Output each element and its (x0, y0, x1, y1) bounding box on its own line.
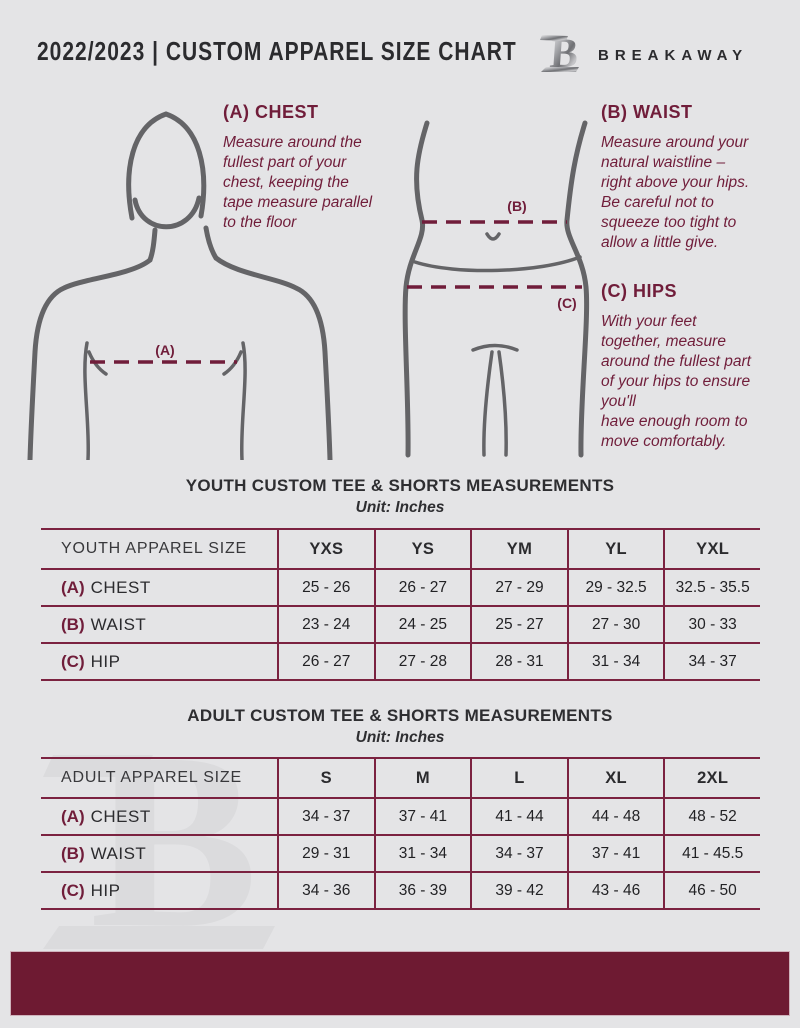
youth-waist-yl: 27 - 30 (566, 607, 664, 642)
adult-unit-label: Unit: Inches (355, 729, 445, 746)
adult-waist-xl: 37 - 41 (566, 836, 664, 871)
row-label-prefix: (B) (61, 614, 85, 634)
row-label: CHEST (90, 577, 151, 597)
adult-hip-2xl: 46 - 50 (663, 873, 760, 908)
chest-diagram (27, 111, 333, 460)
hips-marker-label: (C) (557, 295, 577, 311)
youth-waist-yxs: 23 - 24 (277, 607, 374, 642)
row-label: CHEST (90, 806, 151, 826)
youth-chest-yxl: 32.5 - 35.5 (663, 570, 760, 605)
adult-chest-s: 34 - 37 (277, 799, 374, 834)
youth-hip-yl: 31 - 34 (566, 644, 664, 679)
row-label: HIP (90, 880, 121, 900)
adult-chest-l: 41 - 44 (470, 799, 567, 834)
adult-size-header-xl: XL (566, 759, 664, 797)
adult-hip-m: 36 - 39 (373, 873, 471, 908)
row-label-prefix: (A) (61, 806, 85, 826)
adult-header-row: ADULT APPAREL SIZE S M L XL 2XL (41, 759, 760, 797)
chest-marker-label: (A) (155, 342, 175, 358)
waist-guide: (B) WAIST Measure around your natural wa… (601, 102, 786, 253)
breakaway-watermark-icon: B (43, 700, 275, 955)
adult-size-header-2xl: 2XL (663, 759, 760, 797)
youth-chest-yl: 29 - 32.5 (566, 570, 664, 605)
youth-size-header-yxs: YXS (277, 530, 374, 568)
svg-text:B: B (90, 700, 258, 955)
row-label-prefix: (C) (61, 880, 85, 900)
hips-guide: (C) HIPS With your feet together, measur… (601, 281, 786, 452)
adult-hip-xl: 43 - 46 (566, 873, 664, 908)
adult-hip-s: 34 - 36 (277, 873, 374, 908)
waist-hips-diagram (402, 120, 590, 458)
adult-chest-row: (A) CHEST 34 - 37 37 - 41 41 - 44 44 - 4… (41, 797, 760, 834)
row-label-prefix: (A) (61, 577, 85, 597)
youth-waist-ym: 25 - 27 (470, 607, 567, 642)
adult-chest-m: 37 - 41 (373, 799, 471, 834)
youth-size-table: YOUTH APPAREL SIZE YXS YS YM YL YXL (A) … (41, 528, 760, 681)
adult-size-header-s: S (277, 759, 374, 797)
adult-hip-row: (C) HIP 34 - 36 36 - 39 39 - 42 43 - 46 … (41, 871, 760, 908)
row-label: HIP (90, 651, 121, 671)
youth-table-title: YOUTH CUSTOM TEE & SHORTS MEASUREMENTS (185, 476, 615, 495)
chest-guide: (A) CHEST Measure around the fullest par… (223, 102, 408, 233)
chest-heading: (A) CHEST (223, 102, 319, 122)
youth-chest-yxs: 25 - 26 (277, 570, 374, 605)
adult-waist-l: 34 - 37 (470, 836, 567, 871)
footer-bar (10, 951, 790, 1016)
youth-hip-ys: 27 - 28 (373, 644, 471, 679)
youth-size-header-ym: YM (470, 530, 567, 568)
adult-size-table: ADULT APPAREL SIZE S M L XL 2XL (A) CHES… (41, 757, 760, 910)
youth-header-row: YOUTH APPAREL SIZE YXS YS YM YL YXL (41, 530, 760, 568)
youth-hip-yxs: 26 - 27 (277, 644, 374, 679)
waist-marker-label: (B) (507, 198, 527, 214)
adult-table-title: ADULT CUSTOM TEE & SHORTS MEASUREMENTS (187, 706, 613, 725)
youth-waist-ys: 24 - 25 (373, 607, 471, 642)
youth-waist-row: (B) WAIST 23 - 24 24 - 25 25 - 27 27 - 3… (41, 605, 760, 642)
youth-waist-yxl: 30 - 33 (663, 607, 760, 642)
adult-waist-2xl: 41 - 45.5 (663, 836, 760, 871)
hips-description: With your feet together, measure around … (601, 313, 751, 450)
youth-corner-header: YOUTH APPAREL SIZE (61, 540, 248, 557)
adult-size-header-l: L (470, 759, 567, 797)
youth-hip-row: (C) HIP 26 - 27 27 - 28 28 - 31 31 - 34 … (41, 642, 760, 679)
youth-chest-row: (A) CHEST 25 - 26 26 - 27 27 - 29 29 - 3… (41, 568, 760, 605)
adult-size-header-m: M (373, 759, 471, 797)
waist-description: Measure around your natural waistline – … (601, 134, 750, 251)
waist-heading: (B) WAIST (601, 102, 693, 122)
youth-size-header-ys: YS (373, 530, 471, 568)
adult-chest-xl: 44 - 48 (566, 799, 664, 834)
page-title: 2022/2023 | CUSTOM APPAREL SIZE CHART (37, 38, 517, 67)
youth-unit-label: Unit: Inches (355, 499, 445, 516)
adult-waist-row: (B) WAIST 29 - 31 31 - 34 34 - 37 37 - 4… (41, 834, 760, 871)
row-label: WAIST (90, 614, 147, 634)
youth-hip-ym: 28 - 31 (470, 644, 567, 679)
youth-size-header-yxl: YXL (663, 530, 760, 568)
brand-name: BREAKAWAY (598, 47, 749, 64)
row-label: WAIST (90, 843, 147, 863)
hips-heading: (C) HIPS (601, 281, 677, 301)
adult-chest-2xl: 48 - 52 (663, 799, 760, 834)
youth-chest-ys: 26 - 27 (373, 570, 471, 605)
adult-hip-l: 39 - 42 (470, 873, 567, 908)
youth-chest-ym: 27 - 29 (470, 570, 567, 605)
breakaway-logo-icon: B (540, 31, 580, 77)
chest-description: Measure around the fullest part of your … (223, 134, 373, 231)
adult-corner-header: ADULT APPAREL SIZE (61, 769, 242, 786)
row-label-prefix: (C) (61, 651, 85, 671)
youth-size-header-yl: YL (566, 530, 664, 568)
youth-hip-yxl: 34 - 37 (663, 644, 760, 679)
row-label-prefix: (B) (61, 843, 85, 863)
adult-waist-m: 31 - 34 (373, 836, 471, 871)
adult-waist-s: 29 - 31 (277, 836, 374, 871)
